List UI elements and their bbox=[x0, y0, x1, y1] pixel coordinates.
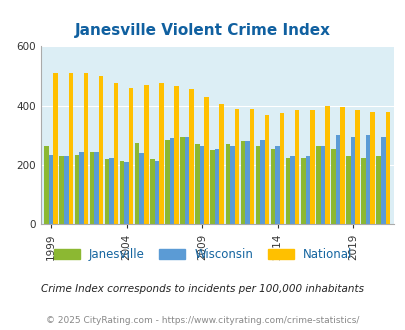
Bar bbox=[270, 148, 275, 224]
Bar bbox=[234, 109, 239, 224]
Legend: Janesville, Wisconsin, National: Janesville, Wisconsin, National bbox=[49, 244, 356, 266]
Text: © 2025 CityRating.com - https://www.cityrating.com/crime-statistics/: © 2025 CityRating.com - https://www.city… bbox=[46, 316, 359, 325]
Bar bbox=[249, 109, 254, 224]
Bar bbox=[199, 146, 204, 224]
Bar bbox=[335, 135, 339, 224]
Bar bbox=[315, 146, 320, 224]
Bar bbox=[134, 143, 139, 224]
Bar bbox=[285, 157, 290, 224]
Bar bbox=[79, 152, 83, 224]
Bar bbox=[375, 156, 380, 224]
Bar bbox=[165, 140, 169, 224]
Bar bbox=[154, 160, 159, 224]
Bar bbox=[264, 115, 269, 224]
Bar bbox=[210, 150, 214, 224]
Bar bbox=[139, 153, 144, 224]
Bar bbox=[68, 73, 73, 224]
Bar bbox=[59, 156, 64, 224]
Bar bbox=[195, 144, 199, 224]
Bar bbox=[279, 113, 283, 224]
Bar bbox=[330, 148, 335, 224]
Bar bbox=[75, 154, 79, 224]
Bar bbox=[385, 112, 389, 224]
Bar bbox=[189, 89, 193, 224]
Bar bbox=[98, 76, 103, 224]
Bar bbox=[104, 159, 109, 224]
Bar bbox=[225, 144, 230, 224]
Bar bbox=[174, 86, 178, 224]
Bar bbox=[119, 160, 124, 224]
Text: Janesville Violent Crime Index: Janesville Violent Crime Index bbox=[75, 23, 330, 38]
Bar bbox=[124, 162, 129, 224]
Bar bbox=[64, 156, 68, 224]
Bar bbox=[245, 141, 249, 224]
Bar bbox=[360, 157, 365, 224]
Bar bbox=[83, 73, 88, 224]
Bar bbox=[150, 159, 154, 224]
Bar bbox=[214, 148, 219, 224]
Bar bbox=[300, 157, 305, 224]
Bar bbox=[44, 146, 49, 224]
Bar bbox=[275, 146, 279, 224]
Bar bbox=[219, 104, 224, 224]
Bar bbox=[294, 110, 299, 224]
Bar bbox=[339, 107, 344, 224]
Bar bbox=[180, 137, 184, 224]
Bar bbox=[354, 110, 359, 224]
Bar bbox=[369, 112, 374, 224]
Bar bbox=[129, 88, 133, 224]
Bar bbox=[255, 146, 260, 224]
Bar bbox=[53, 73, 58, 224]
Bar bbox=[350, 137, 354, 224]
Bar bbox=[90, 152, 94, 224]
Bar bbox=[184, 137, 189, 224]
Bar bbox=[94, 152, 98, 224]
Bar bbox=[309, 110, 314, 224]
Bar bbox=[49, 154, 53, 224]
Bar bbox=[230, 146, 234, 224]
Bar bbox=[204, 97, 209, 224]
Bar bbox=[320, 146, 324, 224]
Bar bbox=[345, 156, 350, 224]
Bar bbox=[324, 106, 329, 224]
Bar bbox=[109, 157, 113, 224]
Text: Crime Index corresponds to incidents per 100,000 inhabitants: Crime Index corresponds to incidents per… bbox=[41, 284, 364, 294]
Bar bbox=[159, 83, 163, 224]
Bar bbox=[240, 141, 245, 224]
Bar bbox=[144, 85, 148, 224]
Bar bbox=[305, 156, 309, 224]
Bar bbox=[380, 137, 385, 224]
Bar bbox=[260, 140, 264, 224]
Bar bbox=[113, 83, 118, 224]
Bar bbox=[169, 138, 174, 224]
Bar bbox=[365, 135, 369, 224]
Bar bbox=[290, 156, 294, 224]
